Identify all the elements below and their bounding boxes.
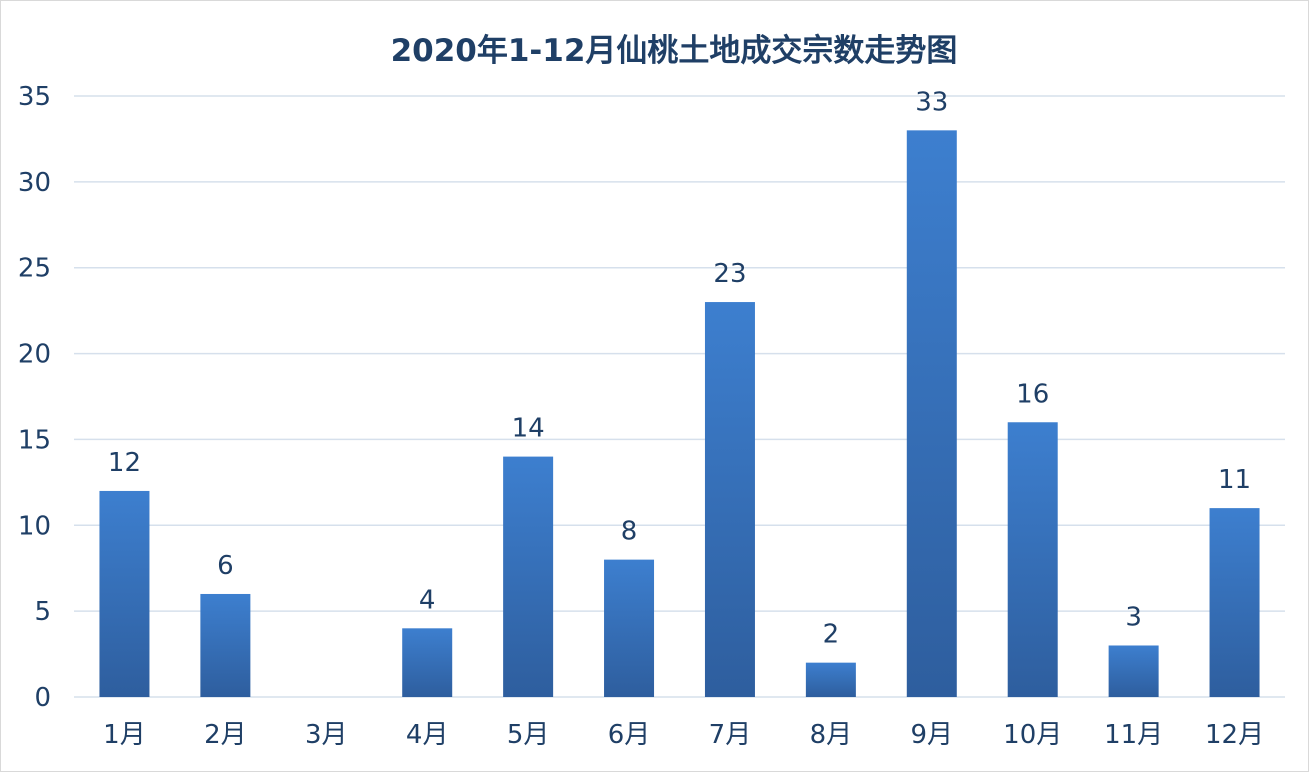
data-label: 3	[1125, 602, 1142, 632]
bar	[604, 559, 655, 697]
grid-lines	[74, 95, 1285, 698]
data-label: 8	[621, 517, 638, 547]
x-tick-label: 10月	[1003, 720, 1062, 750]
y-tick-label: 5	[34, 597, 51, 627]
x-tick-label: 11月	[1104, 720, 1163, 750]
chart-title: 2020年1-12月仙桃土地成交宗数走势图	[391, 33, 958, 69]
x-tick-label: 6月	[608, 720, 651, 750]
x-tick-label: 1月	[103, 720, 146, 750]
bar	[99, 490, 150, 697]
data-label: 2	[823, 620, 840, 650]
bar	[805, 662, 856, 697]
data-label: 14	[512, 414, 545, 444]
y-tick-label: 15	[18, 425, 51, 455]
data-label: 33	[915, 87, 948, 117]
data-label: 12	[108, 448, 141, 478]
x-tick-label: 12月	[1205, 720, 1264, 750]
x-tick-label: 3月	[305, 720, 348, 750]
x-tick-label: 9月	[911, 720, 954, 750]
x-tick-label: 5月	[507, 720, 550, 750]
bar	[503, 456, 554, 697]
y-tick-label: 0	[34, 683, 51, 713]
bar	[1209, 508, 1260, 697]
bar	[1108, 645, 1159, 697]
bar	[906, 130, 957, 698]
bar	[704, 302, 755, 697]
x-axis-ticks: 1月 2月 3月 4月 5月 6月 7月 8月 9月 10月 11月 12月	[103, 720, 1264, 750]
x-tick-label: 4月	[406, 720, 449, 750]
y-tick-label: 25	[18, 254, 51, 284]
data-label: 23	[713, 259, 746, 289]
y-tick-label: 20	[18, 340, 51, 370]
data-label: 4	[419, 585, 436, 615]
bar	[200, 593, 251, 697]
bar	[1007, 422, 1058, 697]
bars	[99, 130, 1260, 698]
y-tick-label: 35	[18, 82, 51, 112]
x-tick-label: 7月	[709, 720, 752, 750]
y-tick-label: 10	[18, 511, 51, 541]
data-labels: 12 6 4 14 8 23 2 33 16 3 11	[108, 87, 1251, 649]
data-label: 6	[217, 551, 234, 581]
x-tick-label: 2月	[204, 720, 247, 750]
y-tick-label: 30	[18, 168, 51, 198]
data-label: 11	[1218, 465, 1251, 495]
y-axis-ticks: 0 5 10 15 20 25 30 35	[18, 82, 51, 713]
x-tick-label: 8月	[810, 720, 853, 750]
bar	[402, 628, 453, 697]
data-label: 16	[1016, 379, 1049, 409]
